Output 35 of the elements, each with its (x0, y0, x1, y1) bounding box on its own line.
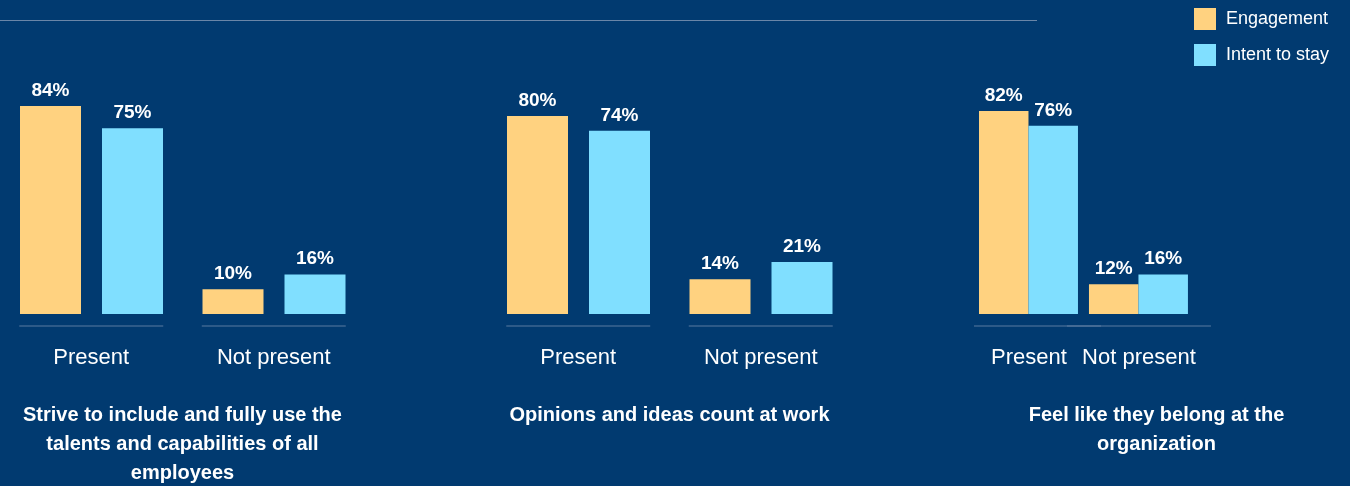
x-tick-label: Not present (1082, 344, 1196, 369)
data-label: 82% (984, 83, 1023, 105)
bar (689, 279, 751, 314)
data-label: 84% (31, 79, 70, 100)
data-label: 14% (700, 252, 740, 274)
data-label: 16% (295, 247, 335, 269)
x-axis-title: Strive to include and fully use the talents and capabilities of all employees (22, 402, 343, 485)
legend-label: Intent to stay (1225, 44, 1329, 64)
bar (1138, 274, 1188, 314)
data-label: 21% (782, 235, 822, 256)
x-tick-label: Not present (216, 344, 331, 369)
bar (507, 115, 568, 314)
data-label: 10% (213, 262, 253, 284)
data-label: 16% (1144, 247, 1183, 269)
bar (1028, 125, 1078, 314)
bar (102, 128, 163, 314)
data-label: 80% (518, 88, 557, 110)
legend-label: Engagement (1225, 8, 1329, 28)
x-tick-label: Present (991, 344, 1067, 369)
bar (202, 289, 264, 314)
data-label: 76% (1034, 98, 1073, 120)
x-tick-label: Not present (703, 344, 818, 369)
data-label: 12% (1094, 257, 1133, 279)
data-label: 74% (600, 103, 639, 125)
x-axis-title: Opinions and ideas count at work (508, 402, 831, 427)
x-axis-title: Feel like they belong at the organization (1027, 402, 1286, 456)
x-tick-label: Present (540, 344, 617, 369)
bar (589, 130, 650, 314)
x-tick-label: Present (53, 344, 130, 369)
bar (1088, 284, 1139, 314)
data-label: 75% (113, 101, 152, 123)
bar (979, 110, 1029, 314)
bar (20, 106, 81, 314)
bar (284, 274, 346, 314)
bar (771, 262, 833, 314)
